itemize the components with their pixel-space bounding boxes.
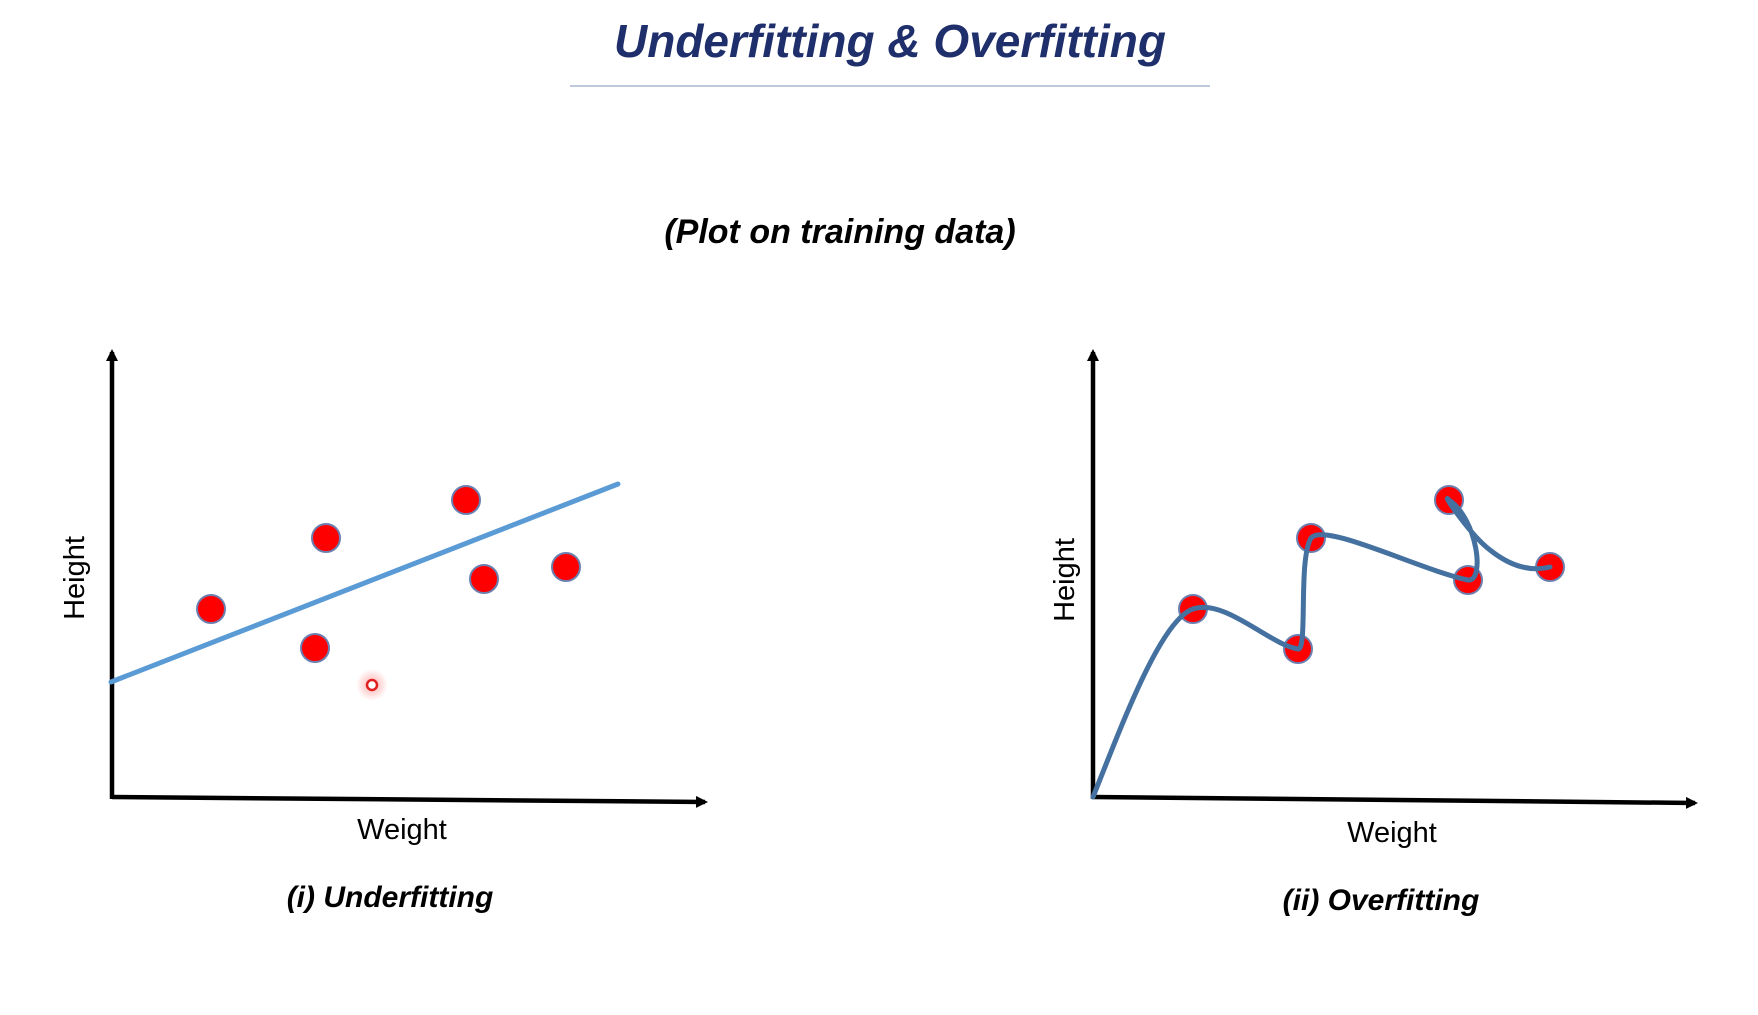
slide-subtitle: (Plot on training data) [664, 213, 1015, 251]
underfitting-data-point [451, 485, 481, 515]
underfitting-x-axis [111, 794, 708, 808]
underfitting-data-point [196, 594, 226, 624]
mouse-cursor-marker-icon [356, 669, 388, 701]
overfitting-y-axis-label: Height [1049, 538, 1081, 622]
overfitting-x-axis [1092, 794, 1698, 809]
overfitting-fit-curve [1090, 496, 1553, 800]
underfitting-x-axis-label: Weight [357, 814, 447, 846]
slide-title: Underfitting & Overfitting [614, 15, 1166, 67]
underfitting-data-point [469, 564, 499, 594]
overfitting-caption: (ii) Overfitting [1283, 884, 1480, 917]
overfitting-panel: Height Weight (ii) Overfitting [1049, 349, 1698, 917]
underfitting-panel: Height Weight (i) Underfitting [59, 349, 708, 914]
overfitting-x-axis-label: Weight [1347, 817, 1437, 849]
underfitting-y-axis-label: Height [59, 536, 91, 620]
underfitting-fit-line [108, 481, 621, 685]
underfitting-data-point [551, 552, 581, 582]
underfitting-data-point [311, 523, 341, 553]
underfitting-data-point [300, 633, 330, 663]
underfitting-caption: (i) Underfitting [287, 881, 494, 914]
